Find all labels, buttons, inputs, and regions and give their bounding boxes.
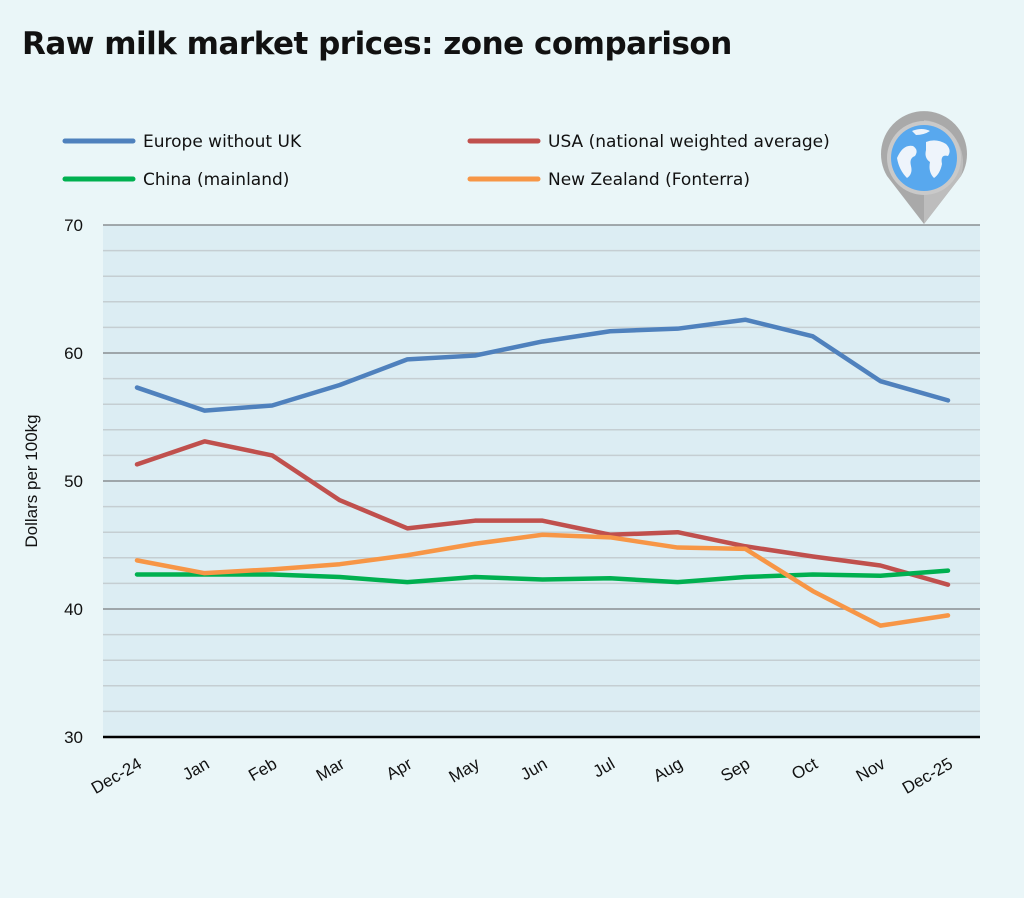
legend-label: China (mainland) xyxy=(143,170,289,190)
x-tick-label: Apr xyxy=(383,754,416,784)
x-tick-label: Mar xyxy=(313,754,348,785)
y-axis-label: Dollars per 100kg xyxy=(22,414,41,547)
x-tick-label: Jun xyxy=(517,754,550,784)
x-tick-label: Sep xyxy=(718,754,754,786)
legend-label: USA (national weighted average) xyxy=(548,132,830,152)
globe-map-pin-icon xyxy=(881,111,967,224)
y-tick-label: 50 xyxy=(64,472,83,491)
legend-label: Europe without UK xyxy=(143,132,302,152)
chart-title: Raw milk market prices: zone comparison xyxy=(22,26,732,62)
legend-label: New Zealand (Fonterra) xyxy=(548,170,750,190)
y-tick-label: 60 xyxy=(64,344,83,363)
x-tick-label: Jul xyxy=(590,754,618,781)
x-tick-label: Oct xyxy=(788,754,821,784)
y-tick-label: 30 xyxy=(64,728,83,747)
x-tick-label: May xyxy=(446,754,484,787)
x-tick-label: Jan xyxy=(179,754,212,784)
x-tick-label: Aug xyxy=(650,754,686,786)
x-tick-label: Dec-25 xyxy=(899,754,956,798)
y-tick-label: 40 xyxy=(64,600,83,619)
x-tick-label: Nov xyxy=(853,754,889,786)
y-tick-label: 70 xyxy=(64,216,83,235)
x-tick-label: Dec-24 xyxy=(88,754,145,798)
x-tick-label: Feb xyxy=(245,754,280,785)
